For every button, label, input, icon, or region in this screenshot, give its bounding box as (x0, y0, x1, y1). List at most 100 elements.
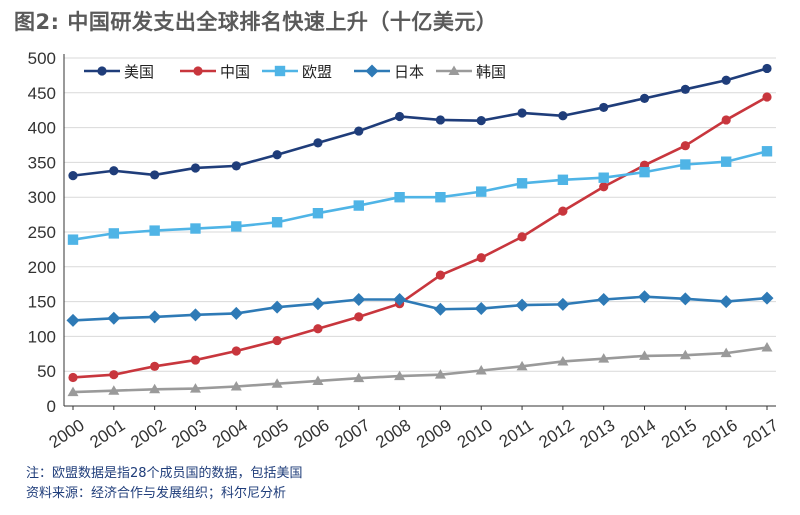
legend-label: 日本 (394, 63, 424, 81)
x-tick-label: 2006 (291, 415, 333, 452)
y-tick-label: 300 (28, 188, 56, 207)
data-point (231, 161, 241, 171)
data-point (66, 313, 80, 327)
data-point (557, 355, 569, 366)
x-tick-label: 2004 (209, 415, 251, 452)
data-point (558, 111, 568, 121)
data-point (107, 311, 121, 325)
legend-entry: 韩国 (436, 63, 506, 81)
data-point (598, 172, 609, 183)
data-point (721, 115, 731, 125)
x-tick-label: 2007 (331, 415, 373, 452)
y-tick-label: 500 (28, 49, 56, 68)
x-tick-label: 2012 (536, 415, 578, 452)
data-point (270, 300, 284, 314)
data-point (108, 385, 120, 395)
data-point (67, 234, 79, 245)
data-point (476, 116, 486, 126)
data-point (762, 92, 772, 102)
x-tick-label: 2000 (46, 415, 88, 452)
legend-marker (97, 66, 107, 76)
data-point (719, 295, 733, 309)
data-point (599, 102, 609, 113)
line-chart: 0501001502002503003504004505002000200120… (28, 49, 782, 452)
y-tick-label: 50 (37, 362, 56, 381)
data-point (230, 381, 242, 391)
data-point (272, 150, 282, 160)
data-point (516, 360, 528, 371)
data-point (231, 221, 242, 232)
data-point (190, 223, 201, 234)
x-tick-label: 2014 (617, 415, 659, 452)
data-point (313, 138, 323, 148)
legend-entry: 日本 (354, 63, 424, 81)
data-point (679, 349, 691, 360)
x-tick-label: 2016 (699, 415, 741, 452)
data-point (68, 372, 78, 383)
x-tick-label: 2013 (576, 415, 618, 452)
y-tick-label: 100 (28, 327, 56, 346)
x-tick-label: 2005 (250, 415, 292, 452)
data-point (639, 166, 650, 178)
data-point (353, 200, 364, 211)
series-欧盟 (67, 146, 773, 245)
data-point (150, 361, 160, 371)
data-point (476, 253, 486, 263)
data-point (435, 115, 446, 125)
legend-marker (365, 64, 379, 78)
data-point (678, 292, 692, 306)
series-中国 (68, 92, 772, 383)
x-tick-label: 2010 (454, 415, 496, 452)
data-point (394, 111, 405, 122)
legend-marker (193, 66, 203, 76)
data-point (638, 290, 652, 304)
legend-marker (448, 65, 460, 75)
data-point (433, 302, 447, 316)
source-note: 资料来源：经济合作与发展组织；科尔尼分析 (26, 486, 287, 501)
series-line (72, 95, 768, 379)
series-韩国 (67, 342, 773, 397)
series-line (72, 346, 768, 394)
data-point (311, 297, 325, 311)
data-point (109, 370, 119, 380)
data-point (761, 146, 773, 157)
data-point (272, 335, 282, 346)
y-tick-label: 0 (47, 397, 56, 416)
data-point (150, 170, 160, 180)
data-point (190, 163, 201, 173)
series-lines (66, 63, 774, 397)
legend-label: 韩国 (476, 63, 506, 81)
data-point (231, 346, 241, 356)
data-point (639, 350, 651, 360)
series-line (72, 150, 768, 241)
axes: 0501001502002503003504004505002000200120… (28, 49, 782, 452)
data-point (313, 324, 323, 334)
y-tick-label: 350 (28, 153, 56, 172)
x-tick-label: 2001 (86, 415, 128, 452)
y-tick-label: 150 (28, 293, 56, 312)
data-point (354, 126, 364, 136)
data-point (188, 308, 202, 322)
data-point (760, 291, 774, 305)
legend-marker (274, 65, 286, 77)
data-point (352, 293, 366, 307)
data-point (475, 365, 487, 375)
data-point (353, 372, 365, 383)
legend-label: 美国 (124, 63, 154, 81)
y-tick-label: 200 (28, 258, 56, 277)
data-point (517, 108, 527, 118)
data-point (108, 228, 120, 239)
series-line (72, 295, 768, 322)
data-point (721, 75, 731, 85)
data-point (149, 225, 160, 236)
grid-lines (64, 57, 776, 372)
y-tick-label: 450 (28, 84, 56, 103)
data-point (435, 270, 446, 280)
data-point (190, 355, 201, 365)
data-point (148, 310, 162, 324)
data-point (271, 217, 283, 228)
data-point (720, 347, 732, 358)
data-point (680, 159, 691, 170)
data-point (516, 178, 528, 189)
data-point (762, 63, 772, 74)
